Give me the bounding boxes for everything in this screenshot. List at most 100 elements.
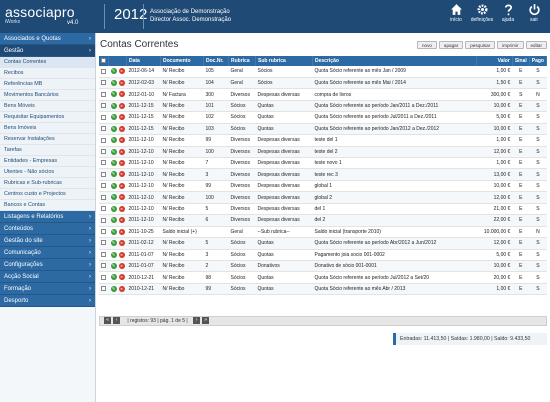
edit-icon[interactable]: ✎	[110, 240, 117, 247]
edit-icon[interactable]: ✎	[110, 251, 117, 258]
sidebar-item-tarefas[interactable]: Tarefas	[0, 145, 95, 156]
new-button[interactable]: novo	[416, 41, 437, 49]
col-pago[interactable]: Pago	[529, 56, 548, 66]
sidebar-item-movimentos-bancarios[interactable]: Movimentos Bancários	[0, 90, 95, 101]
sidebar-item-entidades[interactable]: Entidades - Empresas	[0, 156, 95, 167]
edit-icon[interactable]: ✎	[110, 274, 117, 281]
sidebar-section-gestao[interactable]: Gestão ›	[0, 45, 95, 57]
row-checkbox[interactable]	[101, 137, 106, 143]
table-row[interactable]: ✎ × 2011-12-10 N/ Recibo 5 Diversos Despesas d…	[99, 203, 547, 216]
settings-button[interactable]: definições	[470, 3, 494, 23]
edit-icon[interactable]: ✎	[110, 114, 117, 121]
table-row[interactable]: ✎ × 2011-12-15 N/ Recibo 103 Sócios Quotas Quot…	[99, 123, 547, 136]
edit-icon[interactable]: ✎	[110, 79, 117, 86]
sidebar-section-desporto[interactable]: Desporto ›	[0, 295, 95, 307]
last-page-icon[interactable]: »	[202, 317, 210, 325]
sidebar-section-accao-social[interactable]: Acção Social ›	[0, 271, 95, 283]
delete-icon[interactable]: ×	[118, 194, 125, 201]
table-row[interactable]: ✎ × 2011-12-10 N/ Recibo 3 Diversos Despesas d…	[99, 168, 547, 181]
delete-icon[interactable]: ×	[118, 171, 125, 178]
sidebar-section-associados[interactable]: Associados e Quotas ›	[0, 33, 95, 45]
sidebar-item-utentes[interactable]: Utentes - Não sócios	[0, 167, 95, 178]
delete-icon[interactable]: ×	[118, 228, 125, 235]
edit-icon[interactable]: ✎	[110, 182, 117, 189]
delete-icon[interactable]: ×	[118, 91, 125, 98]
table-row[interactable]: ✎ × 2011-12-10 N/ Recibo 99 Diversos Despesas …	[99, 134, 547, 147]
row-checkbox[interactable]	[101, 171, 106, 177]
delete-icon[interactable]: ×	[118, 205, 125, 212]
table-row[interactable]: ✎ × 2012-06-14 N/ Recibo 105 Geral Sócios Quota…	[99, 66, 547, 78]
delete-icon[interactable]: ×	[118, 251, 125, 258]
edit-button[interactable]: editar	[525, 41, 547, 49]
sidebar-section-conteudos[interactable]: Conteúdos ›	[0, 223, 95, 235]
row-checkbox[interactable]	[101, 240, 106, 246]
edit-icon[interactable]: ✎	[110, 137, 117, 144]
row-checkbox[interactable]	[101, 126, 106, 132]
logout-button[interactable]: sair	[522, 3, 546, 23]
delete-icon[interactable]: ×	[118, 148, 125, 155]
row-checkbox[interactable]	[101, 194, 106, 200]
row-checkbox[interactable]	[101, 263, 106, 269]
delete-icon[interactable]: ×	[118, 102, 125, 109]
delete-icon[interactable]: ×	[118, 137, 125, 144]
row-checkbox[interactable]	[101, 80, 106, 86]
table-row[interactable]: ✎ × 2011-12-10 N/ Recibo 6 Diversos Despesas d…	[99, 214, 547, 227]
print-button[interactable]: imprimir	[497, 41, 524, 49]
brand-logo[interactable]: associapro iWorks v4.0	[5, 4, 78, 26]
row-checkbox[interactable]	[101, 206, 106, 212]
edit-icon[interactable]: ✎	[110, 205, 117, 212]
table-row[interactable]: ✎ × 2010-12-21 N/ Recibo 98 Sócios Quotas Quota…	[99, 271, 547, 284]
edit-icon[interactable]: ✎	[110, 160, 117, 167]
first-page-icon[interactable]: «	[104, 317, 111, 325]
select-all-header[interactable]	[99, 56, 109, 66]
sidebar-item-centros-custo[interactable]: Centros custo e Projectos	[0, 189, 95, 200]
table-row[interactable]: ✎ × 2011-12-15 N/ Recibo 102 Sócios Quotas Quot…	[99, 111, 547, 124]
fiscal-year[interactable]: 2012	[114, 6, 148, 23]
delete-button[interactable]: apagar	[438, 41, 464, 49]
row-checkbox[interactable]	[101, 286, 106, 292]
row-checkbox[interactable]	[101, 114, 106, 120]
row-checkbox[interactable]	[101, 68, 106, 74]
delete-icon[interactable]: ×	[118, 240, 125, 247]
edit-icon[interactable]: ✎	[110, 125, 117, 132]
sidebar-item-bens-moveis[interactable]: Bens Móveis	[0, 101, 95, 112]
row-checkbox[interactable]	[101, 251, 106, 257]
edit-icon[interactable]: ✎	[110, 262, 117, 269]
sidebar-section-configuracoes[interactable]: Configurações ›	[0, 259, 95, 271]
col-documento[interactable]: Documento	[160, 56, 204, 66]
sidebar-section-gestao-site[interactable]: Gestão do site ›	[0, 235, 95, 247]
edit-icon[interactable]: ✎	[110, 285, 117, 292]
edit-icon[interactable]: ✎	[110, 194, 117, 201]
table-row[interactable]: ✎ × 2011-12-15 N/ Recibo 101 Sócios Quotas Quot…	[99, 100, 547, 113]
help-button[interactable]: ajuda	[496, 3, 520, 23]
delete-icon[interactable]: ×	[118, 68, 125, 75]
next-page-icon[interactable]: ›	[193, 317, 201, 325]
delete-icon[interactable]: ×	[118, 274, 125, 281]
table-row[interactable]: ✎ × 2011-10-25 Saldo inicial (+) Geral --Sub …	[99, 226, 547, 239]
sidebar-item-recibos[interactable]: Recibos	[0, 68, 95, 79]
edit-icon[interactable]: ✎	[110, 148, 117, 155]
sidebar-item-bens-imoveis[interactable]: Bens Imóveis	[0, 123, 95, 134]
row-checkbox[interactable]	[101, 148, 106, 154]
row-checkbox[interactable]	[101, 160, 106, 166]
prev-page-icon[interactable]: ‹	[113, 317, 120, 325]
sidebar-item-contas-correntes[interactable]: Contas Correntes	[0, 57, 95, 68]
row-checkbox[interactable]	[101, 183, 106, 189]
home-button[interactable]: início	[444, 3, 468, 23]
sidebar-item-bancos-contas[interactable]: Bancos e Contas	[0, 200, 95, 211]
row-checkbox[interactable]	[101, 103, 106, 109]
table-row[interactable]: ✎ × 2011-12-10 N/ Recibo 7 Diversos Despesas d…	[99, 157, 547, 170]
table-row[interactable]: ✎ × 2011-01-07 N/ Recibo 3 Sócios Quotas Pagame…	[99, 249, 547, 261]
row-checkbox[interactable]	[101, 91, 106, 97]
col-data[interactable]: Data	[126, 56, 161, 66]
sidebar-section-formacao[interactable]: Formação ›	[0, 283, 95, 295]
edit-icon[interactable]: ✎	[110, 91, 117, 98]
search-button[interactable]: pesquisar	[465, 41, 496, 49]
sidebar-item-requisitar-equipamentos[interactable]: Requisitar Equipamentos	[0, 112, 95, 123]
col-doc-nr[interactable]: Doc.Nr.	[203, 56, 229, 66]
delete-icon[interactable]: ×	[118, 182, 125, 189]
delete-icon[interactable]: ×	[118, 217, 125, 224]
delete-icon[interactable]: ×	[118, 79, 125, 86]
col-valor[interactable]: Valor	[476, 56, 513, 66]
col-sinal[interactable]: Sinal	[512, 56, 530, 66]
